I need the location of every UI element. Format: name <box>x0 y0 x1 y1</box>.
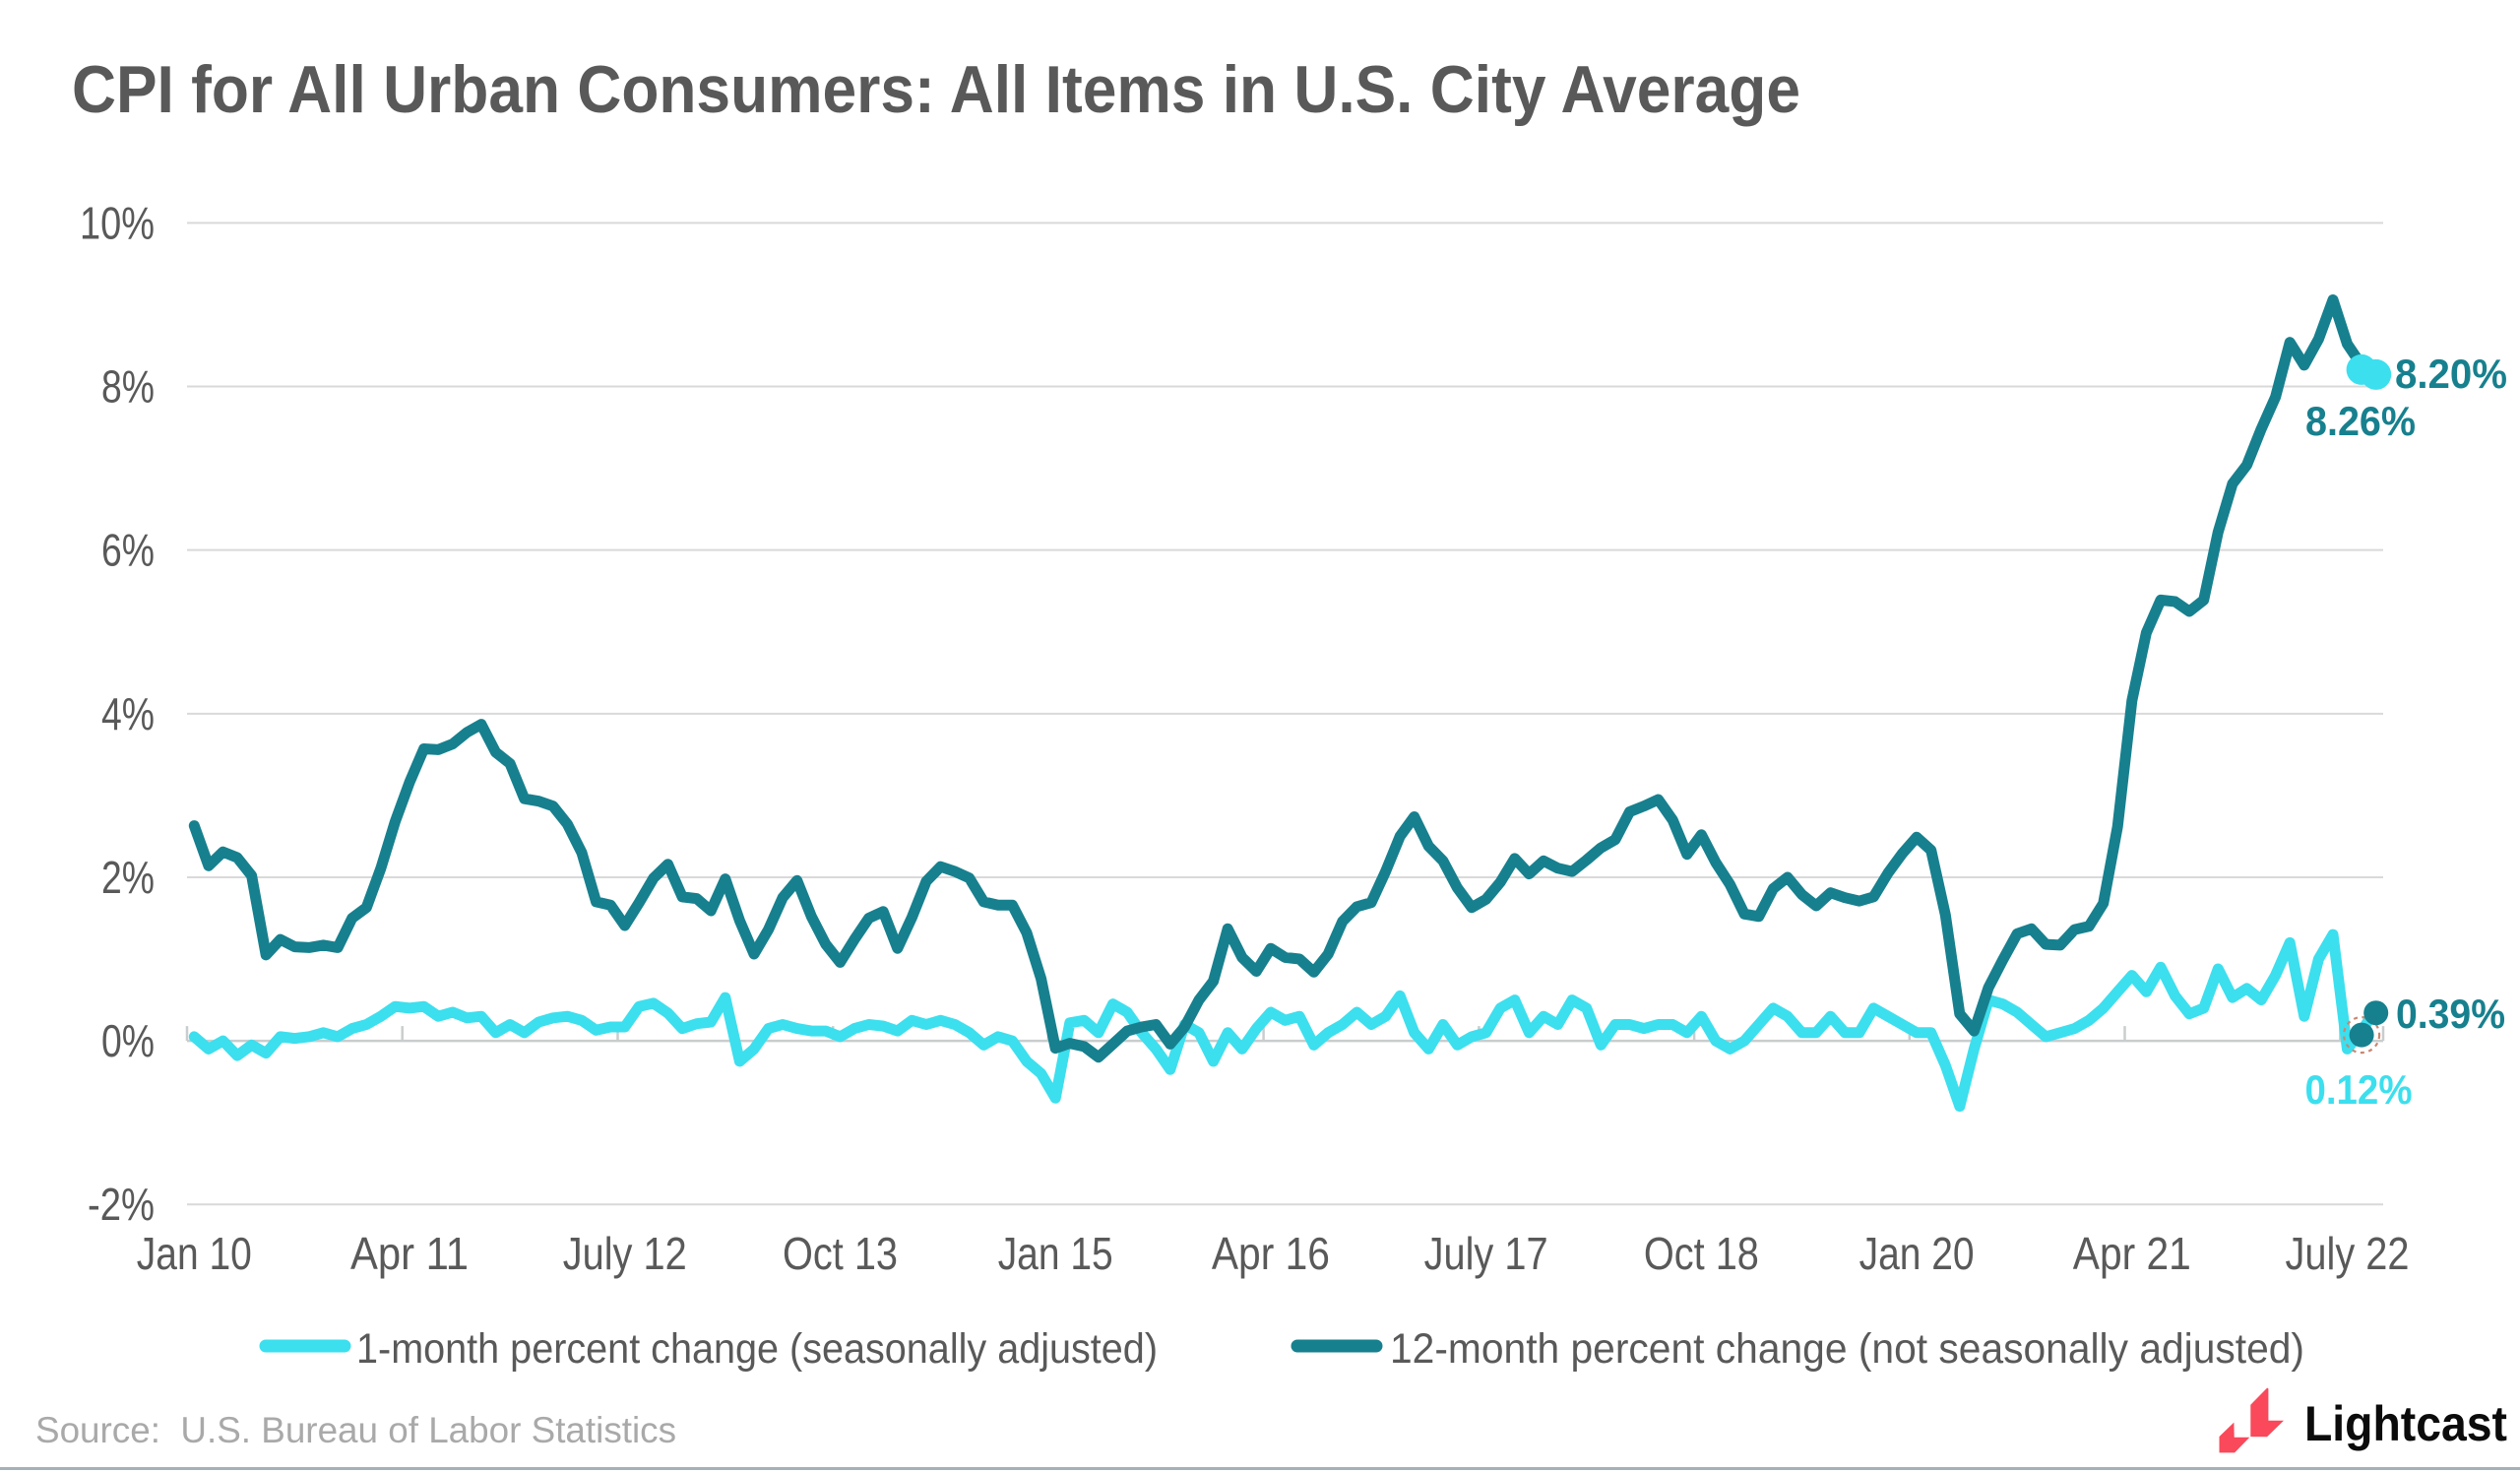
svg-text:Jan 20: Jan 20 <box>1859 1228 1975 1279</box>
svg-text:0.39%: 0.39% <box>2396 991 2505 1037</box>
svg-text:4%: 4% <box>101 688 155 739</box>
svg-text:CPI for All Urban Consumers: A: CPI for All Urban Consumers: All Items i… <box>72 52 1800 127</box>
svg-text:0%: 0% <box>101 1015 155 1066</box>
svg-text:Source: U.S. Bureau of Labor: Source: U.S. Bureau of Labor Statistics <box>35 1410 676 1450</box>
svg-text:July 17: July 17 <box>1424 1228 1548 1279</box>
svg-text:July 12: July 12 <box>563 1228 687 1279</box>
svg-text:Jan 15: Jan 15 <box>998 1228 1113 1279</box>
svg-text:1-month percent change (season: 1-month percent change (seasonally adjus… <box>356 1325 1158 1373</box>
svg-text:Apr 21: Apr 21 <box>2073 1228 2191 1279</box>
svg-text:Lightcast: Lightcast <box>2304 1396 2507 1451</box>
svg-text:July 22: July 22 <box>2286 1228 2410 1279</box>
svg-text:8.26%: 8.26% <box>2305 398 2416 444</box>
svg-text:6%: 6% <box>101 525 155 576</box>
svg-text:2%: 2% <box>101 852 155 903</box>
svg-text:Jan 10: Jan 10 <box>137 1228 252 1279</box>
svg-text:Apr 16: Apr 16 <box>1212 1228 1330 1279</box>
svg-text:8.20%: 8.20% <box>2395 351 2507 397</box>
svg-text:Oct 18: Oct 18 <box>1644 1228 1759 1279</box>
svg-text:Oct 13: Oct 13 <box>783 1228 898 1279</box>
svg-text:12-month percent change (not s: 12-month percent change (not seasonally … <box>1390 1325 2304 1373</box>
svg-text:8%: 8% <box>101 361 155 413</box>
svg-text:10%: 10% <box>80 197 155 248</box>
svg-text:-2%: -2% <box>88 1179 155 1230</box>
svg-text:0.12%: 0.12% <box>2305 1066 2413 1113</box>
svg-text:Apr 11: Apr 11 <box>350 1228 469 1279</box>
